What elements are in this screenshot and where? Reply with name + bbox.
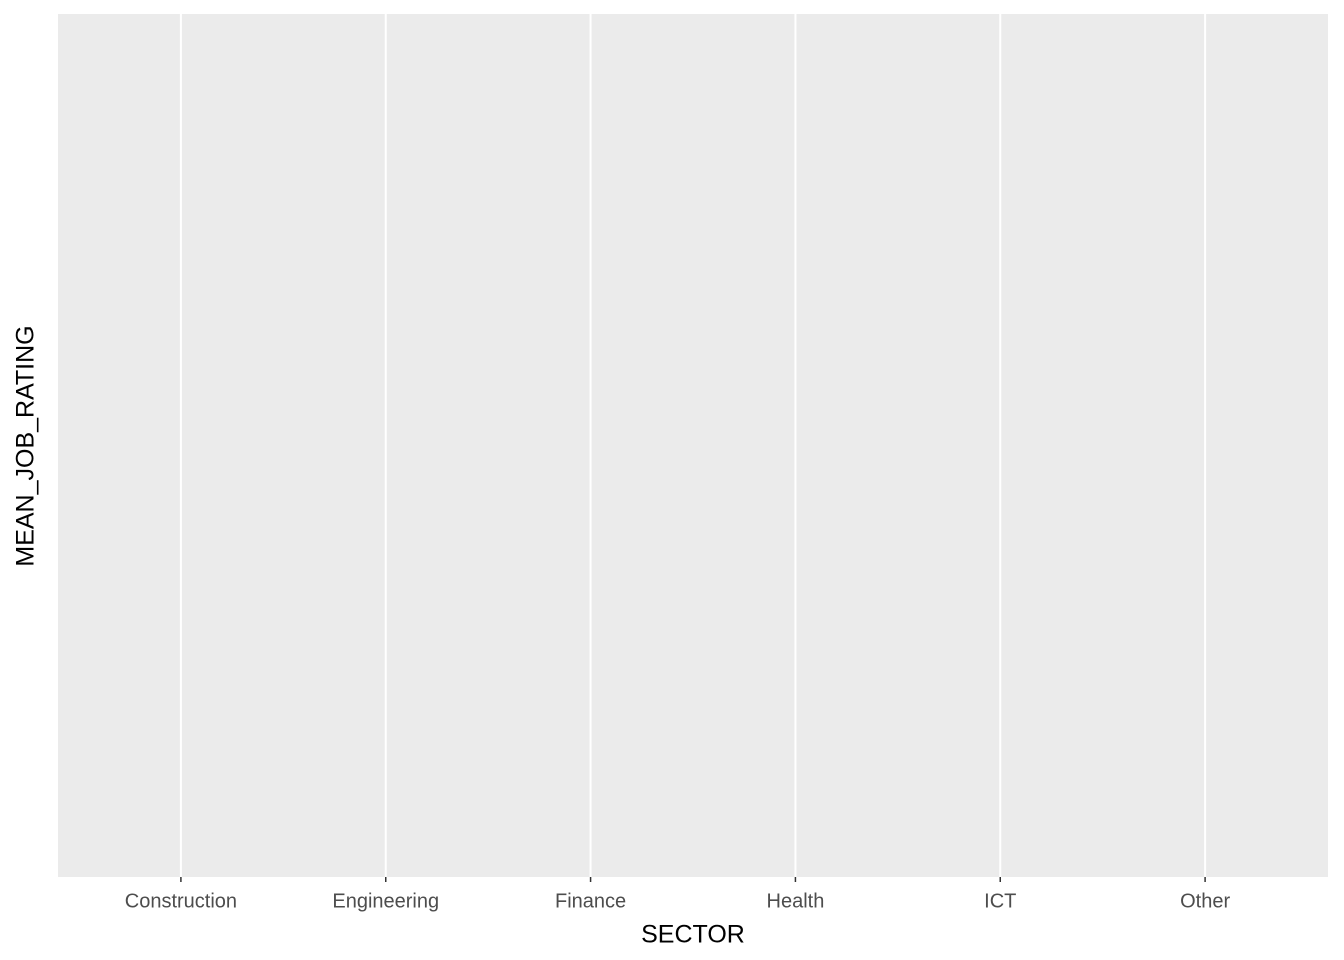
x-axis-title: SECTOR (641, 921, 745, 949)
x-tick-label: Engineering (332, 890, 439, 912)
x-tick-label: Construction (125, 890, 237, 912)
x-tick-label: Other (1180, 890, 1230, 912)
x-tick-label: ICT (984, 890, 1016, 912)
y-axis-title: MEAN_JOB_RATING (12, 325, 40, 566)
x-tick-label: Finance (555, 890, 626, 912)
panel-background (58, 14, 1328, 877)
x-tick-label: Health (767, 890, 825, 912)
